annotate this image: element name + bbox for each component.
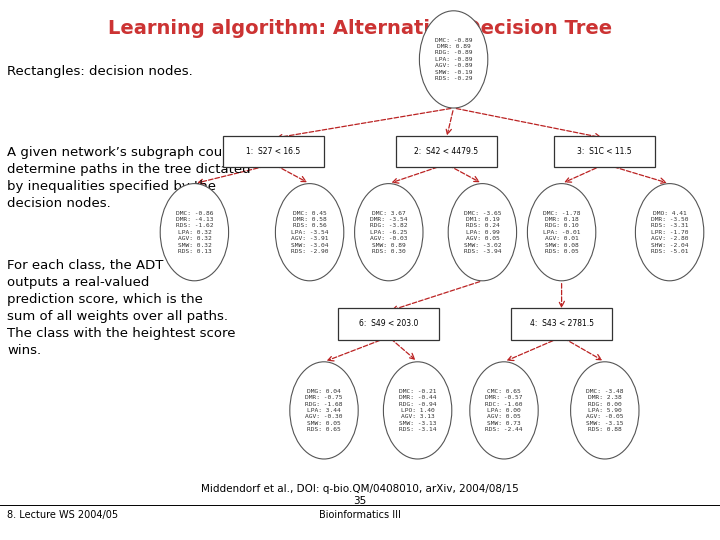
Text: n: n: [595, 331, 600, 341]
Text: 6:  S49 < 203.0: 6: S49 < 203.0: [359, 320, 418, 328]
Ellipse shape: [469, 362, 538, 459]
Text: DMG: 0.04
DMR: -0.75
RDG: -1.68
LPA: 3.44
AGV: -0.30
SMW: 0.05
RDS: 0.65: DMG: 0.04 DMR: -0.75 RDG: -1.68 LPA: 3.4…: [305, 389, 343, 432]
Text: 8. Lecture WS 2004/05: 8. Lecture WS 2004/05: [7, 510, 118, 521]
Text: DMC: -0.89
DMR: 0.89
RDG: -0.89
LPA: -0.89
AGV: -0.89
SMW: -0.19
RDS: -0.29: DMC: -0.89 DMR: 0.89 RDG: -0.89 LPA: -0.…: [435, 38, 472, 81]
Text: Learning algorithm: Alternating Decision Tree: Learning algorithm: Alternating Decision…: [108, 19, 612, 38]
FancyBboxPatch shape: [396, 136, 497, 167]
Text: y: y: [224, 156, 230, 166]
Text: DMC: -3.48
DMR: 2.38
RDG: 0.00
LPA: 5.90
AGV: -0.05
SMW: -3.15
RDS: 0.88: DMC: -3.48 DMR: 2.38 RDG: 0.00 LPA: 5.90…: [586, 389, 624, 432]
Ellipse shape: [383, 362, 452, 459]
Text: n: n: [642, 156, 647, 166]
Text: Bioinformatics III: Bioinformatics III: [319, 510, 401, 521]
Text: DMC: 3.67
DMR: -3.54
RDG: -3.82
LPA: -6.25
AGV: -0.03
SMW: 0.89
RDS: 0.30: DMC: 3.67 DMR: -3.54 RDG: -3.82 LPA: -6.…: [370, 211, 408, 254]
Text: n: n: [415, 331, 420, 341]
Text: DMC: -0.86
DMR: -4.13
RDS: -1.62
LPA: 0.32
AGV: 0.32
SMW: 0.32
RDS: 0.13: DMC: -0.86 DMR: -4.13 RDS: -1.62 LPA: 0.…: [176, 211, 213, 254]
Text: DMC: -1.78
DMR: 0.18
RDG: 0.10
LPA: -0.01
AGV: 0.01
SMW: 0.08
RDS: 0.05: DMC: -1.78 DMR: 0.18 RDG: 0.10 LPA: -0.0…: [543, 211, 580, 254]
Text: 4:  S43 < 2781.5: 4: S43 < 2781.5: [530, 320, 593, 328]
Ellipse shape: [419, 11, 488, 108]
Text: DMC: 0.45
DMR: 0.58
RDS: 0.56
LPA: -3.54
AGV: -3.91
SMW: -3.04
RDS: -2.90: DMC: 0.45 DMR: 0.58 RDS: 0.56 LPA: -3.54…: [291, 211, 328, 254]
Text: 35: 35: [354, 496, 366, 506]
Text: Middendorf et al., DOI: q-bio.QM/0408010, arXiv, 2004/08/15: Middendorf et al., DOI: q-bio.QM/0408010…: [201, 484, 519, 494]
Ellipse shape: [570, 362, 639, 459]
Text: A given network’s subgraph counts
determine paths in the tree dictated
by inequa: A given network’s subgraph counts determ…: [7, 146, 251, 210]
FancyBboxPatch shape: [223, 136, 324, 167]
Text: For each class, the ADT
outputs a real-valued
prediction score, which is the
sum: For each class, the ADT outputs a real-v…: [7, 259, 235, 357]
Text: n: n: [469, 156, 474, 166]
Text: CMC: 0.65
DMR: -0.57
RDC: -1.60
LPA: 0.00
AGV: 0.05
SMW: 0.73
RDS: -2.44: CMC: 0.65 DMR: -0.57 RDC: -1.60 LPA: 0.0…: [485, 389, 523, 432]
Ellipse shape: [160, 184, 229, 281]
Text: 3:  S1C < 11.5: 3: S1C < 11.5: [577, 147, 632, 156]
Text: n: n: [296, 156, 302, 166]
Ellipse shape: [276, 184, 344, 281]
Ellipse shape: [355, 184, 423, 281]
Ellipse shape: [448, 184, 517, 281]
Text: DMC: -3.65
DM1: 0.19
RDS: 0.24
LPA: 0.99
AGV: 0.05
SMW: -3.02
RDS: -3.94: DMC: -3.65 DM1: 0.19 RDS: 0.24 LPA: 0.99…: [464, 211, 501, 254]
Ellipse shape: [527, 184, 596, 281]
Text: Rectangles: decision nodes.: Rectangles: decision nodes.: [7, 65, 193, 78]
Text: y: y: [523, 331, 528, 341]
Text: y: y: [573, 156, 579, 166]
FancyBboxPatch shape: [338, 308, 439, 340]
Text: 2:  S42 < 4479.5: 2: S42 < 4479.5: [414, 147, 479, 156]
Text: DMC: -0.21
DMR: -0.44
RDG: -0.94
LPO: 1.40
AGV: 3.13
SMW: -3.13
RDS: -3.14: DMC: -0.21 DMR: -0.44 RDG: -0.94 LPO: 1.…: [399, 389, 436, 432]
FancyBboxPatch shape: [554, 136, 655, 167]
Text: y: y: [346, 331, 352, 341]
Text: 1:  S27 < 16.5: 1: S27 < 16.5: [246, 147, 301, 156]
Ellipse shape: [635, 184, 704, 281]
FancyBboxPatch shape: [511, 308, 612, 340]
Text: y: y: [408, 156, 413, 166]
Ellipse shape: [289, 362, 359, 459]
Text: DMO: 4.41
DMR: -3.50
RDS: -3.31
LPR: -1.70
AGV: -2.80
SHW: -2.04
RDS: -5.01: DMO: 4.41 DMR: -3.50 RDS: -3.31 LPR: -1.…: [651, 211, 688, 254]
